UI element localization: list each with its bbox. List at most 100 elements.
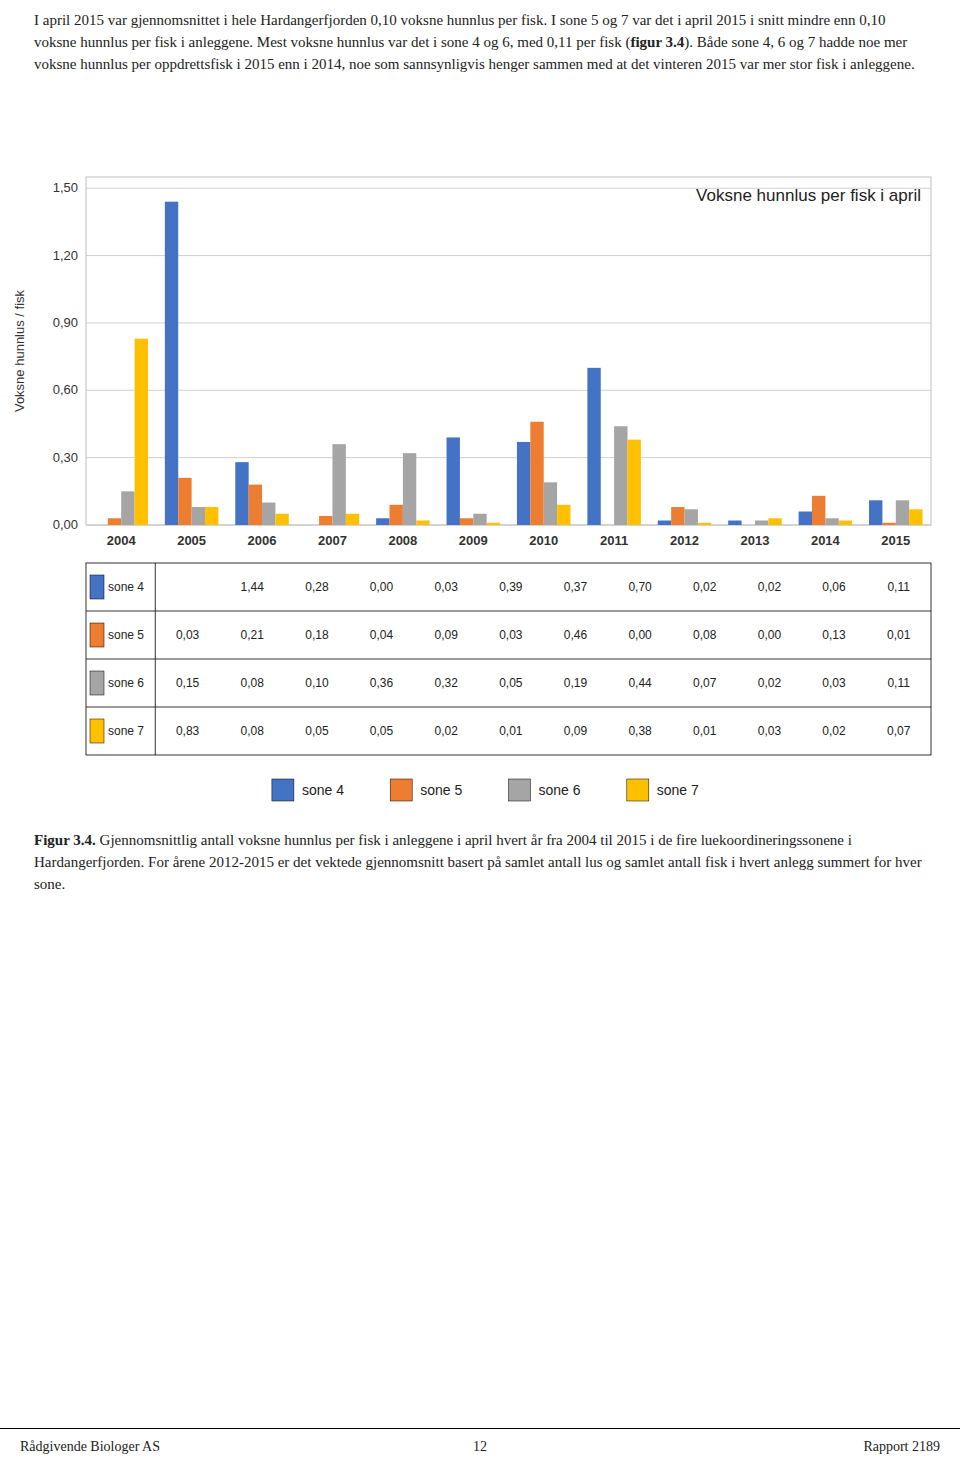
table-cell: 0,03 (176, 628, 200, 642)
table-row-line (86, 707, 931, 708)
y-tick-label: 0,00 (53, 517, 78, 532)
table-border (86, 563, 931, 755)
bar (742, 525, 755, 526)
bar (825, 518, 838, 525)
bar (376, 518, 389, 525)
table-row-line (86, 659, 931, 660)
bar (698, 523, 711, 525)
table-cell: 0,02 (822, 724, 846, 738)
data-table: sone 41,440,280,000,030,390,370,700,020,… (86, 563, 931, 755)
legend: sone 4sone 5sone 6sone 7 (272, 779, 699, 801)
x-tick-label: 2013 (740, 533, 769, 548)
legend-label: sone 7 (657, 782, 699, 798)
table-cell: 0,08 (241, 724, 265, 738)
bar (768, 518, 781, 525)
table-cell: 0,03 (499, 628, 523, 642)
bar (178, 478, 191, 525)
footer: Rådgivende Biologer AS12Rapport 2189 (0, 1428, 960, 1469)
y-tick-label: 0,60 (53, 382, 78, 397)
bar (135, 339, 148, 525)
bar (416, 521, 429, 525)
table-cell: 0,00 (758, 628, 782, 642)
bar (319, 516, 332, 525)
bar (473, 514, 486, 525)
table-cell: 0,46 (564, 628, 588, 642)
bar (332, 444, 345, 525)
x-tick-label: 2007 (318, 533, 347, 548)
table-cell: 0,13 (822, 628, 846, 642)
table-row-label: sone 7 (108, 724, 144, 738)
table-cell: 0,39 (499, 580, 523, 594)
y-tick-label: 0,90 (53, 315, 78, 330)
table-cell: 0,38 (628, 724, 652, 738)
table-swatch (90, 719, 104, 743)
bar (306, 525, 319, 526)
bar (658, 521, 671, 525)
bar (628, 440, 641, 525)
caption-text: Figur 3.4. Gjennomsnittlig antall voksne… (34, 830, 924, 895)
table-cell: 0,00 (370, 580, 394, 594)
bar (447, 437, 460, 525)
grid-line (86, 390, 931, 391)
table-cell: 0,01 (887, 628, 911, 642)
x-tick-label: 2014 (811, 533, 841, 548)
table-cell: 0,06 (822, 580, 846, 594)
table-cell: 0,01 (693, 724, 717, 738)
bar (671, 507, 684, 525)
table-cell: 0,05 (305, 724, 329, 738)
table-cell: 0,04 (370, 628, 394, 642)
bars (108, 202, 923, 525)
caption-bold: Figur 3.4. (34, 832, 96, 848)
table-cell: 0,83 (176, 724, 200, 738)
bar (812, 496, 825, 525)
bar (249, 485, 262, 525)
table-cell: 0,08 (241, 676, 265, 690)
table-swatch (90, 623, 104, 647)
table-cell: 0,10 (305, 676, 329, 690)
x-tick-label: 2012 (670, 533, 699, 548)
grid-line (86, 457, 931, 458)
bar (728, 521, 741, 525)
y-axis-label: Voksne hunnlus / fisk (12, 289, 27, 412)
table-cell: 0,02 (758, 676, 782, 690)
table-row-label: sone 4 (108, 580, 144, 594)
table-cell: 0,44 (628, 676, 652, 690)
table-cell: 0,37 (564, 580, 588, 594)
header-bold: figur 3.4 (630, 34, 684, 50)
bar (517, 442, 530, 525)
table-row-label: sone 6 (108, 676, 144, 690)
bar (275, 514, 288, 525)
chart: 0,000,300,600,901,201,502004200520062007… (0, 165, 960, 820)
bar (587, 368, 600, 525)
table-cell: 0,03 (435, 580, 459, 594)
table-cell: 0,32 (435, 676, 459, 690)
table-cell: 0,28 (305, 580, 329, 594)
legend-swatch (272, 779, 294, 801)
legend-swatch (390, 779, 412, 801)
table-row-label: sone 5 (108, 628, 144, 642)
grid-line (86, 322, 931, 323)
table-cell: 0,05 (499, 676, 523, 690)
legend-label: sone 6 (539, 782, 581, 798)
table-cell: 0,01 (499, 724, 523, 738)
bar (799, 512, 812, 525)
legend-label: sone 5 (420, 782, 462, 798)
bar (487, 523, 500, 525)
x-tick-label: 2011 (600, 533, 628, 548)
table-cell: 0,09 (435, 628, 459, 642)
chart-title: Voksne hunnlus per fisk i april (696, 186, 921, 205)
table-cell: 0,02 (693, 580, 717, 594)
table-cell: 0,19 (564, 676, 588, 690)
bar (544, 482, 557, 525)
plot-frame (86, 177, 931, 525)
table-cell: 0,05 (370, 724, 394, 738)
bar (601, 525, 614, 526)
bar (869, 500, 882, 525)
bar (205, 507, 218, 525)
x-tick-label: 2004 (107, 533, 137, 548)
table-cell: 0,11 (887, 676, 910, 690)
x-tick-label: 2005 (177, 533, 206, 548)
table-swatch (90, 575, 104, 599)
table-cell: 0,02 (435, 724, 459, 738)
footer-center: 12 (0, 1439, 960, 1455)
